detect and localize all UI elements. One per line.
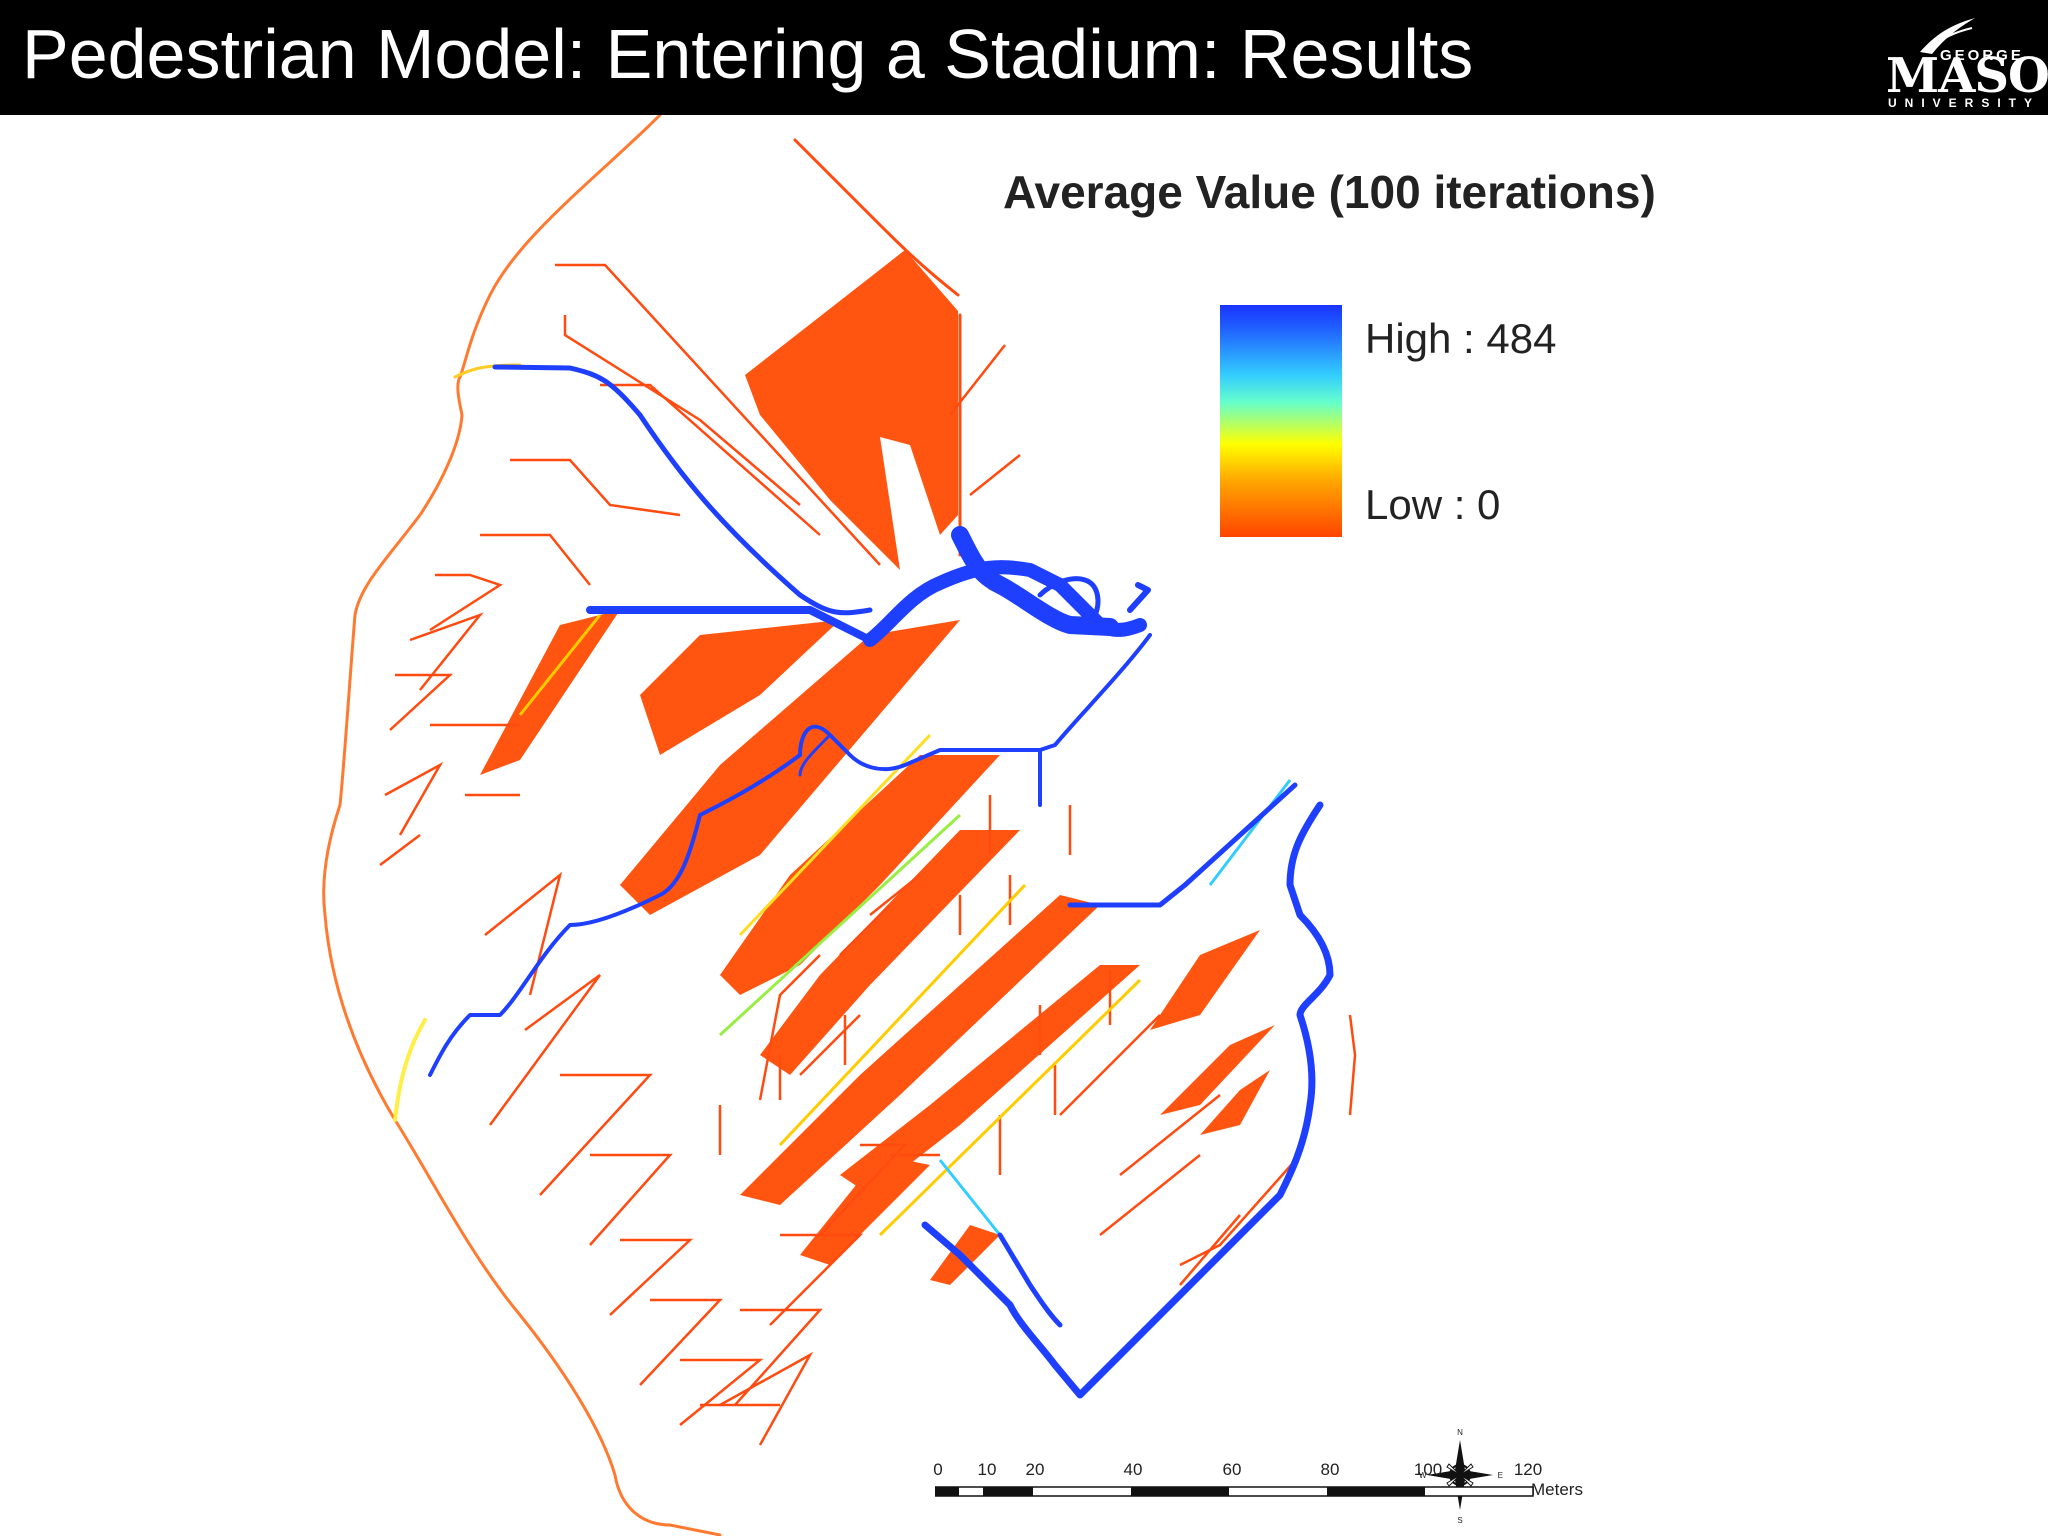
- north-label: N: [1457, 1428, 1463, 1437]
- logo-george-text: GEORGE: [1940, 47, 2024, 64]
- logo-leaf-icon: [1920, 18, 1975, 54]
- legend-title: Average Value (100 iterations): [1003, 166, 1656, 218]
- low-traffic-paths: [379, 263, 1357, 1446]
- scale-tick-label: 10: [977, 1460, 997, 1479]
- map-area: Average Value (100 iterations) High : 48…: [0, 115, 2048, 1536]
- title-bar: Pedestrian Model: Entering a Stadium: Re…: [0, 0, 2048, 115]
- west-label: W: [1419, 1471, 1427, 1480]
- east-label: E: [1498, 1471, 1503, 1480]
- legend-high-label: High : 484: [1365, 315, 1557, 362]
- high-traffic-paths: [428, 364, 1334, 1399]
- legend-color-ramp: [1220, 305, 1342, 537]
- scale-bar-graphic: [935, 1486, 1534, 1497]
- scale-bar: 0 10 20 40 60 80 100 120 Meters: [925, 1460, 1605, 1520]
- pedestrian-flow-map: [322, 115, 1357, 1536]
- legend-low-label: Low : 0: [1365, 481, 1501, 528]
- scale-tick-label: 80: [1320, 1460, 1340, 1479]
- scale-tick-label: 60: [1222, 1460, 1242, 1479]
- george-mason-logo: GEORGE MASON UNIVERSITY: [1880, 10, 2048, 110]
- scale-tick-label: 0: [933, 1460, 943, 1479]
- scale-tick-label: 40: [1123, 1460, 1143, 1479]
- logo-mason-text: MASON: [1886, 48, 2048, 104]
- scale-tick-label: 120: [1513, 1460, 1543, 1479]
- logo-university-text: UNIVERSITY: [1888, 96, 2041, 110]
- scale-tick-label: 100: [1413, 1460, 1443, 1479]
- south-label: S: [1457, 1516, 1462, 1525]
- scale-tick-label: 20: [1025, 1460, 1045, 1479]
- slide-title: Pedestrian Model: Entering a Stadium: Re…: [22, 15, 1474, 93]
- dense-flow-regions: [480, 250, 1275, 1285]
- scale-units-label: Meters: [1531, 1480, 1583, 1499]
